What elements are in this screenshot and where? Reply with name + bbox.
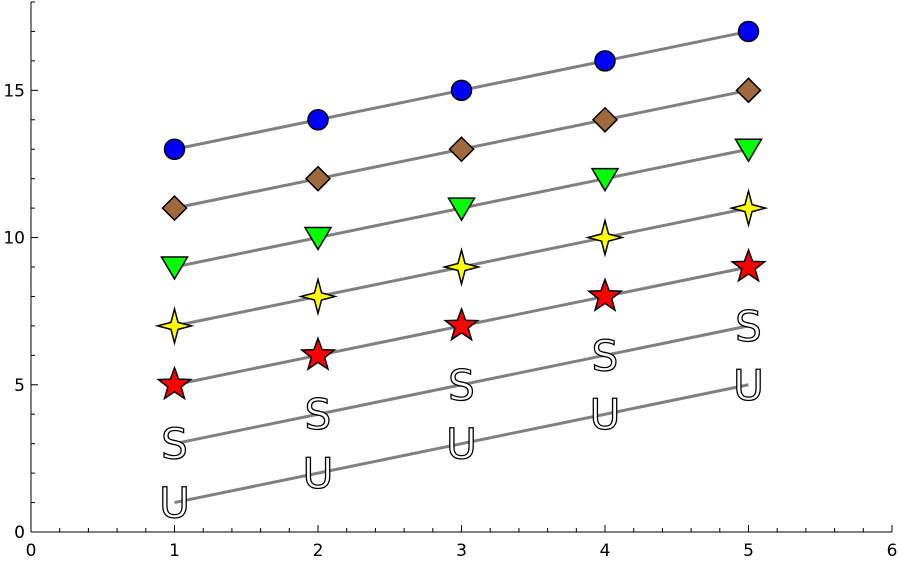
- data-point-2-3: [590, 167, 620, 193]
- data-point-4-0: [156, 365, 193, 401]
- data-point-2-2: [447, 197, 476, 222]
- x-tick-label: 2: [313, 541, 324, 561]
- data-point-3-4: [728, 188, 769, 229]
- data-point-3-3: [585, 217, 625, 258]
- data-point-0-2: [450, 79, 473, 102]
- data-point-0-4: [737, 20, 760, 43]
- data-point-6-1: U: [303, 449, 334, 498]
- x-tick-label: 0: [26, 541, 37, 561]
- data-point-3-2: [441, 247, 482, 287]
- data-point-1-4: [735, 77, 762, 104]
- y-tick-label: 0: [14, 523, 25, 543]
- series-line-5: [174, 324, 749, 446]
- data-point-0-0: [163, 138, 186, 160]
- data-point-4-2: [443, 306, 480, 342]
- data-point-2-4: [734, 138, 763, 163]
- data-point-3-1: [298, 276, 338, 317]
- series-line-6: [174, 383, 749, 505]
- data-point-5-0: S: [161, 420, 188, 469]
- x-tick-label: 5: [743, 541, 754, 561]
- data-point-0-3: [594, 50, 616, 72]
- x-tick-label: 1: [169, 541, 180, 561]
- x-tick-label: 4: [600, 541, 611, 561]
- x-tick-label: 3: [456, 541, 467, 561]
- y-tick-label: 5: [14, 376, 25, 396]
- data-point-1-1: [304, 165, 332, 192]
- data-point-4-1: [299, 336, 337, 371]
- data-point-6-4: U: [733, 361, 764, 410]
- data-point-5-4: S: [735, 302, 762, 351]
- data-point-6-3: U: [590, 390, 621, 439]
- data-point-1-3: [591, 106, 619, 133]
- data-point-2-0: [160, 256, 189, 281]
- x-tick-label: 6: [887, 541, 898, 561]
- data-point-3-0: [154, 305, 195, 346]
- data-point-5-2: S: [448, 361, 475, 410]
- data-point-5-1: S: [305, 390, 332, 439]
- data-point-5-3: S: [592, 331, 619, 380]
- data-point-4-3: [586, 277, 624, 312]
- y-tick-label: 10: [3, 229, 25, 249]
- data-point-0-1: [307, 109, 329, 131]
- data-point-1-2: [448, 136, 475, 163]
- data-point-1-0: [161, 195, 188, 222]
- data-point-2-1: [303, 226, 333, 252]
- data-point-4-4: [730, 247, 767, 283]
- axes: 0 1 2 3 4 5 6 0 5 10 15: [3, 1, 898, 561]
- data-point-6-0: U: [159, 479, 190, 528]
- data-point-6-2: U: [446, 420, 477, 469]
- y-tick-label: 15: [3, 81, 25, 101]
